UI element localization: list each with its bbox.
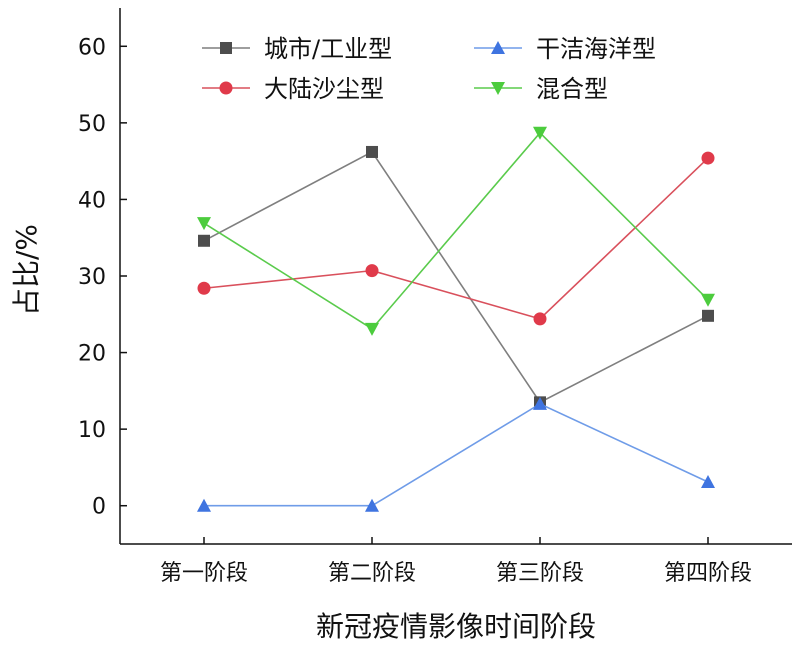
data-point: [197, 217, 211, 231]
data-point: [365, 264, 379, 278]
y-tick-label: 30: [78, 265, 106, 290]
legend-label: 大陆沙尘型: [264, 75, 384, 103]
data-point: [198, 234, 210, 247]
axes: 0 10 20 30 40 50 60 第一阶段 第二阶段 第三阶段 第四阶段: [78, 8, 792, 586]
data-point: [365, 498, 379, 512]
y-axis-title: 占比/%: [10, 224, 43, 316]
legend-marker: [219, 81, 233, 95]
series-line: [203, 150, 709, 404]
legend-marker: [220, 42, 232, 54]
data-point: [533, 312, 547, 326]
series-line: [203, 157, 709, 320]
legend-entry: 城市/工业型: [202, 35, 392, 63]
legend-marker: [491, 82, 505, 95]
y-tick-label: 40: [78, 188, 106, 213]
y-tick-label: 60: [78, 35, 106, 60]
data-point: [533, 396, 547, 410]
data-point: [701, 293, 715, 307]
data-point: [366, 145, 378, 158]
series-0: [198, 145, 714, 409]
x-tick-label: 第二阶段: [328, 561, 416, 586]
data-point: [365, 322, 379, 336]
y-tick-label: 20: [78, 342, 106, 367]
legend-entry: 大陆沙尘型: [202, 75, 384, 103]
x-tick-label: 第一阶段: [160, 561, 248, 586]
legend-entry: 混合型: [474, 75, 608, 103]
series-3: [197, 126, 715, 336]
series-1: [197, 396, 715, 512]
x-axis-title: 新冠疫情影像时间阶段: [316, 610, 596, 643]
data-point: [701, 151, 715, 165]
legend-label: 混合型: [536, 75, 608, 103]
data-point: [701, 474, 715, 488]
legend-label: 干洁海洋型: [536, 35, 656, 63]
series-2: [197, 151, 715, 326]
legend-label: 城市/工业型: [264, 35, 392, 63]
series-line: [204, 402, 709, 507]
x-tick-label: 第四阶段: [664, 561, 752, 586]
data-point: [197, 281, 211, 295]
x-tick-label: 第三阶段: [496, 561, 584, 586]
legend-marker: [491, 41, 505, 54]
legend-entry: 干洁海洋型: [474, 35, 656, 63]
data-point: [533, 126, 547, 140]
y-tick-label: 0: [92, 495, 106, 520]
y-tick-label: 10: [78, 418, 106, 443]
series-line: [203, 131, 709, 330]
series-layer: [197, 126, 715, 512]
data-point: [197, 498, 211, 512]
data-point: [702, 309, 714, 322]
y-tick-label: 50: [78, 112, 106, 137]
